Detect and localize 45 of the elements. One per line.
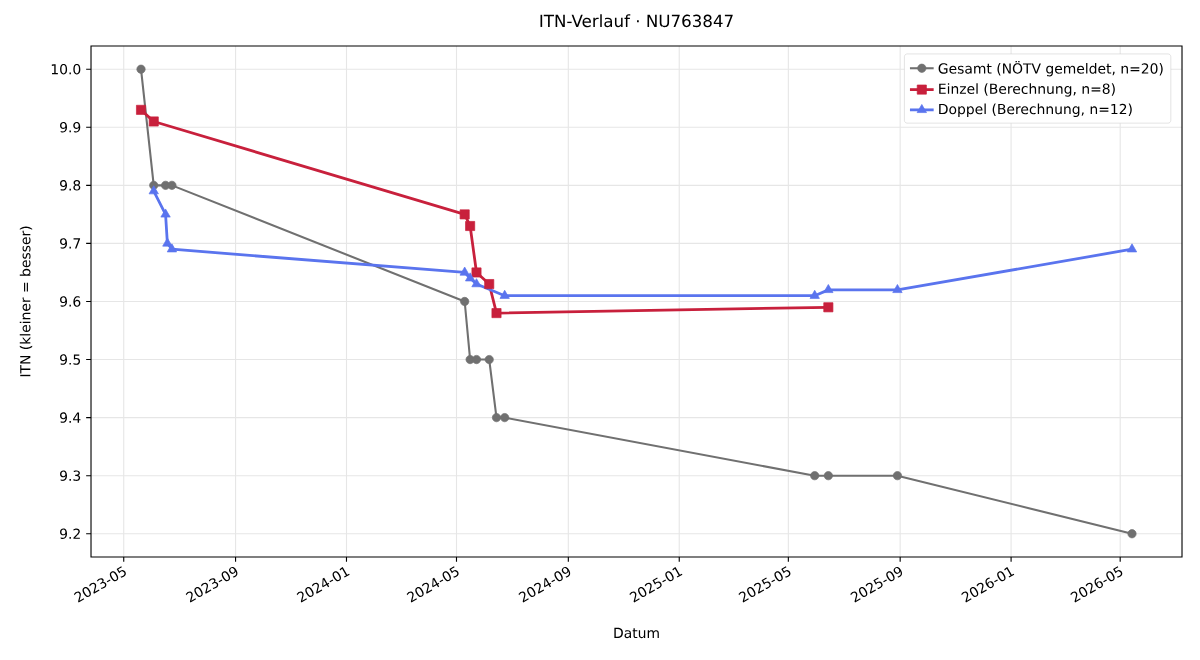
y-tick-label: 9.2 (60, 528, 80, 540)
y-axis-title: ITN (kleiner = besser) (19, 226, 33, 377)
point (810, 471, 820, 481)
y-tick-label: 9.8 (60, 180, 81, 191)
chart-title: ITN-Verlauf · NU763847 (540, 14, 733, 28)
point (459, 266, 470, 276)
point (499, 289, 510, 299)
point (160, 208, 171, 218)
y-tick-label: 9.7 (60, 238, 81, 249)
y-tick-label: 9.4 (60, 412, 81, 423)
y-tick-label: 9.5 (60, 354, 81, 365)
point (136, 64, 146, 74)
point (823, 284, 834, 293)
point (148, 116, 159, 127)
point (471, 278, 482, 288)
legend-label: Doppel (Berechnung, n=12) (939, 103, 1132, 117)
y-tick-label: 9.6 (60, 296, 81, 307)
point (809, 289, 820, 299)
y-tick-label: 9.3 (60, 470, 81, 481)
point (460, 296, 470, 306)
point (500, 413, 510, 423)
point (471, 267, 482, 278)
point (1126, 243, 1138, 253)
point (459, 209, 470, 220)
point (465, 221, 476, 231)
point (491, 308, 502, 319)
point (491, 413, 502, 423)
point (823, 302, 834, 313)
point (136, 104, 146, 115)
point (892, 471, 902, 481)
point (484, 355, 494, 365)
legend-label: Gesamt (NÖTV gemeldet, n=20) (938, 60, 1163, 77)
point (148, 185, 159, 195)
point (1127, 529, 1137, 539)
x-axis-title: Datum (614, 627, 659, 639)
point (162, 237, 173, 247)
point (166, 243, 177, 253)
point (892, 284, 903, 293)
y-tick-label: 9.9 (60, 122, 81, 133)
point (484, 279, 495, 289)
point (465, 272, 476, 282)
y-tick-label: 10.0 (51, 63, 81, 75)
point (823, 471, 833, 481)
point (167, 180, 177, 190)
legend-label: Einzel (Berechnung, n=8) (939, 83, 1115, 97)
